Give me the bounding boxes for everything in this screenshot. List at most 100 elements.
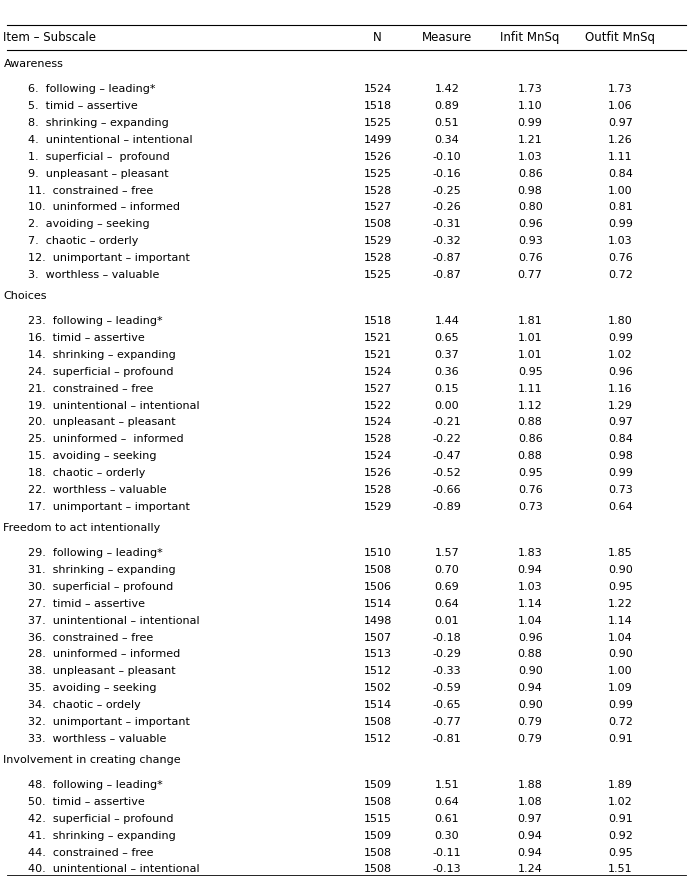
Text: Freedom to act intentionally: Freedom to act intentionally: [3, 524, 161, 533]
Text: 1512: 1512: [364, 734, 392, 744]
Text: 1515: 1515: [364, 814, 392, 824]
Text: 30.  superficial – profound: 30. superficial – profound: [28, 582, 173, 591]
Text: 1.  superficial –  profound: 1. superficial – profound: [28, 151, 170, 162]
Text: 0.69: 0.69: [435, 582, 459, 591]
Text: 1508: 1508: [364, 847, 392, 857]
Text: 1499: 1499: [364, 135, 392, 145]
Text: 6.  following – leading*: 6. following – leading*: [28, 84, 155, 94]
Text: 5.  timid – assertive: 5. timid – assertive: [28, 101, 137, 111]
Text: 1514: 1514: [364, 598, 392, 609]
Text: 0.79: 0.79: [518, 717, 543, 727]
Text: 1.10: 1.10: [518, 101, 543, 111]
Text: 11.  constrained – free: 11. constrained – free: [28, 186, 153, 195]
Text: 16.  timid – assertive: 16. timid – assertive: [28, 333, 144, 343]
Text: 1.11: 1.11: [608, 151, 633, 162]
Text: -0.11: -0.11: [432, 847, 462, 857]
Text: 0.98: 0.98: [608, 451, 633, 461]
Text: 0.72: 0.72: [608, 717, 633, 727]
Text: 1.57: 1.57: [435, 548, 459, 558]
Text: 34.  chaotic – ordely: 34. chaotic – ordely: [28, 700, 141, 710]
Text: 0.94: 0.94: [518, 565, 543, 575]
Text: -0.59: -0.59: [432, 683, 462, 693]
Text: 0.94: 0.94: [518, 683, 543, 693]
Text: -0.16: -0.16: [432, 169, 462, 179]
Text: 1.44: 1.44: [435, 316, 459, 326]
Text: 20.  unpleasant – pleasant: 20. unpleasant – pleasant: [28, 417, 175, 428]
Text: -0.18: -0.18: [432, 633, 462, 642]
Text: 1518: 1518: [364, 101, 392, 111]
Text: 31.  shrinking – expanding: 31. shrinking – expanding: [28, 565, 175, 575]
Text: 1.88: 1.88: [518, 780, 543, 789]
Text: 1498: 1498: [364, 616, 392, 626]
Text: 1526: 1526: [364, 468, 392, 479]
Text: 38.  unpleasant – pleasant: 38. unpleasant – pleasant: [28, 666, 175, 677]
Text: 0.97: 0.97: [608, 118, 633, 128]
Text: 0.01: 0.01: [435, 616, 459, 626]
Text: 0.64: 0.64: [435, 796, 459, 807]
Text: 1.01: 1.01: [518, 349, 543, 360]
Text: 1524: 1524: [364, 367, 392, 377]
Text: 1508: 1508: [364, 219, 392, 230]
Text: 0.90: 0.90: [518, 666, 543, 677]
Text: Measure: Measure: [422, 31, 472, 44]
Text: 1.04: 1.04: [608, 633, 633, 642]
Text: 33.  worthless – valuable: 33. worthless – valuable: [28, 734, 166, 744]
Text: 9.  unpleasant – pleasant: 9. unpleasant – pleasant: [28, 169, 168, 179]
Text: Involvement in creating change: Involvement in creating change: [3, 755, 181, 766]
Text: 1524: 1524: [364, 451, 392, 461]
Text: 1513: 1513: [364, 649, 392, 659]
Text: 1.16: 1.16: [608, 384, 633, 393]
Text: 1.08: 1.08: [518, 796, 543, 807]
Text: 0.99: 0.99: [518, 118, 543, 128]
Text: 1510: 1510: [364, 548, 392, 558]
Text: Item – Subscale: Item – Subscale: [3, 31, 96, 44]
Text: 1.02: 1.02: [608, 349, 633, 360]
Text: 0.36: 0.36: [435, 367, 459, 377]
Text: 35.  avoiding – seeking: 35. avoiding – seeking: [28, 683, 156, 693]
Text: 1.83: 1.83: [518, 548, 543, 558]
Text: 0.00: 0.00: [435, 400, 459, 411]
Text: 21.  constrained – free: 21. constrained – free: [28, 384, 153, 393]
Text: 1526: 1526: [364, 151, 392, 162]
Text: 1509: 1509: [364, 780, 392, 789]
Text: 1529: 1529: [364, 237, 392, 246]
Text: 0.91: 0.91: [608, 814, 633, 824]
Text: 1528: 1528: [364, 435, 392, 444]
Text: 1528: 1528: [364, 485, 392, 495]
Text: 1528: 1528: [364, 186, 392, 195]
Text: 28.  uninformed – informed: 28. uninformed – informed: [28, 649, 180, 659]
Text: 1.03: 1.03: [518, 151, 543, 162]
Text: 1527: 1527: [364, 384, 392, 393]
Text: Infit MnSq: Infit MnSq: [500, 31, 560, 44]
Text: 0.99: 0.99: [608, 700, 633, 710]
Text: 1.73: 1.73: [608, 84, 633, 94]
Text: 0.94: 0.94: [518, 831, 543, 840]
Text: 0.65: 0.65: [435, 333, 459, 343]
Text: 0.51: 0.51: [435, 118, 459, 128]
Text: 50.  timid – assertive: 50. timid – assertive: [28, 796, 144, 807]
Text: 32.  unimportant – important: 32. unimportant – important: [28, 717, 190, 727]
Text: -0.52: -0.52: [432, 468, 462, 479]
Text: -0.21: -0.21: [432, 417, 462, 428]
Text: Awareness: Awareness: [3, 60, 63, 70]
Text: 0.30: 0.30: [435, 831, 459, 840]
Text: 1514: 1514: [364, 700, 392, 710]
Text: 0.95: 0.95: [608, 582, 633, 591]
Text: 0.76: 0.76: [518, 485, 543, 495]
Text: 12.  unimportant – important: 12. unimportant – important: [28, 253, 190, 263]
Text: 1.11: 1.11: [518, 384, 543, 393]
Text: 0.73: 0.73: [518, 502, 543, 512]
Text: 0.97: 0.97: [518, 814, 543, 824]
Text: 10.  uninformed – informed: 10. uninformed – informed: [28, 202, 179, 212]
Text: -0.31: -0.31: [432, 219, 462, 230]
Text: 7.  chaotic – orderly: 7. chaotic – orderly: [28, 237, 138, 246]
Text: -0.89: -0.89: [432, 502, 462, 512]
Text: 1508: 1508: [364, 796, 392, 807]
Text: -0.47: -0.47: [432, 451, 462, 461]
Text: 0.70: 0.70: [435, 565, 459, 575]
Text: 0.64: 0.64: [435, 598, 459, 609]
Text: -0.87: -0.87: [432, 253, 462, 263]
Text: 0.99: 0.99: [608, 219, 633, 230]
Text: 1502: 1502: [364, 683, 392, 693]
Text: -0.22: -0.22: [432, 435, 462, 444]
